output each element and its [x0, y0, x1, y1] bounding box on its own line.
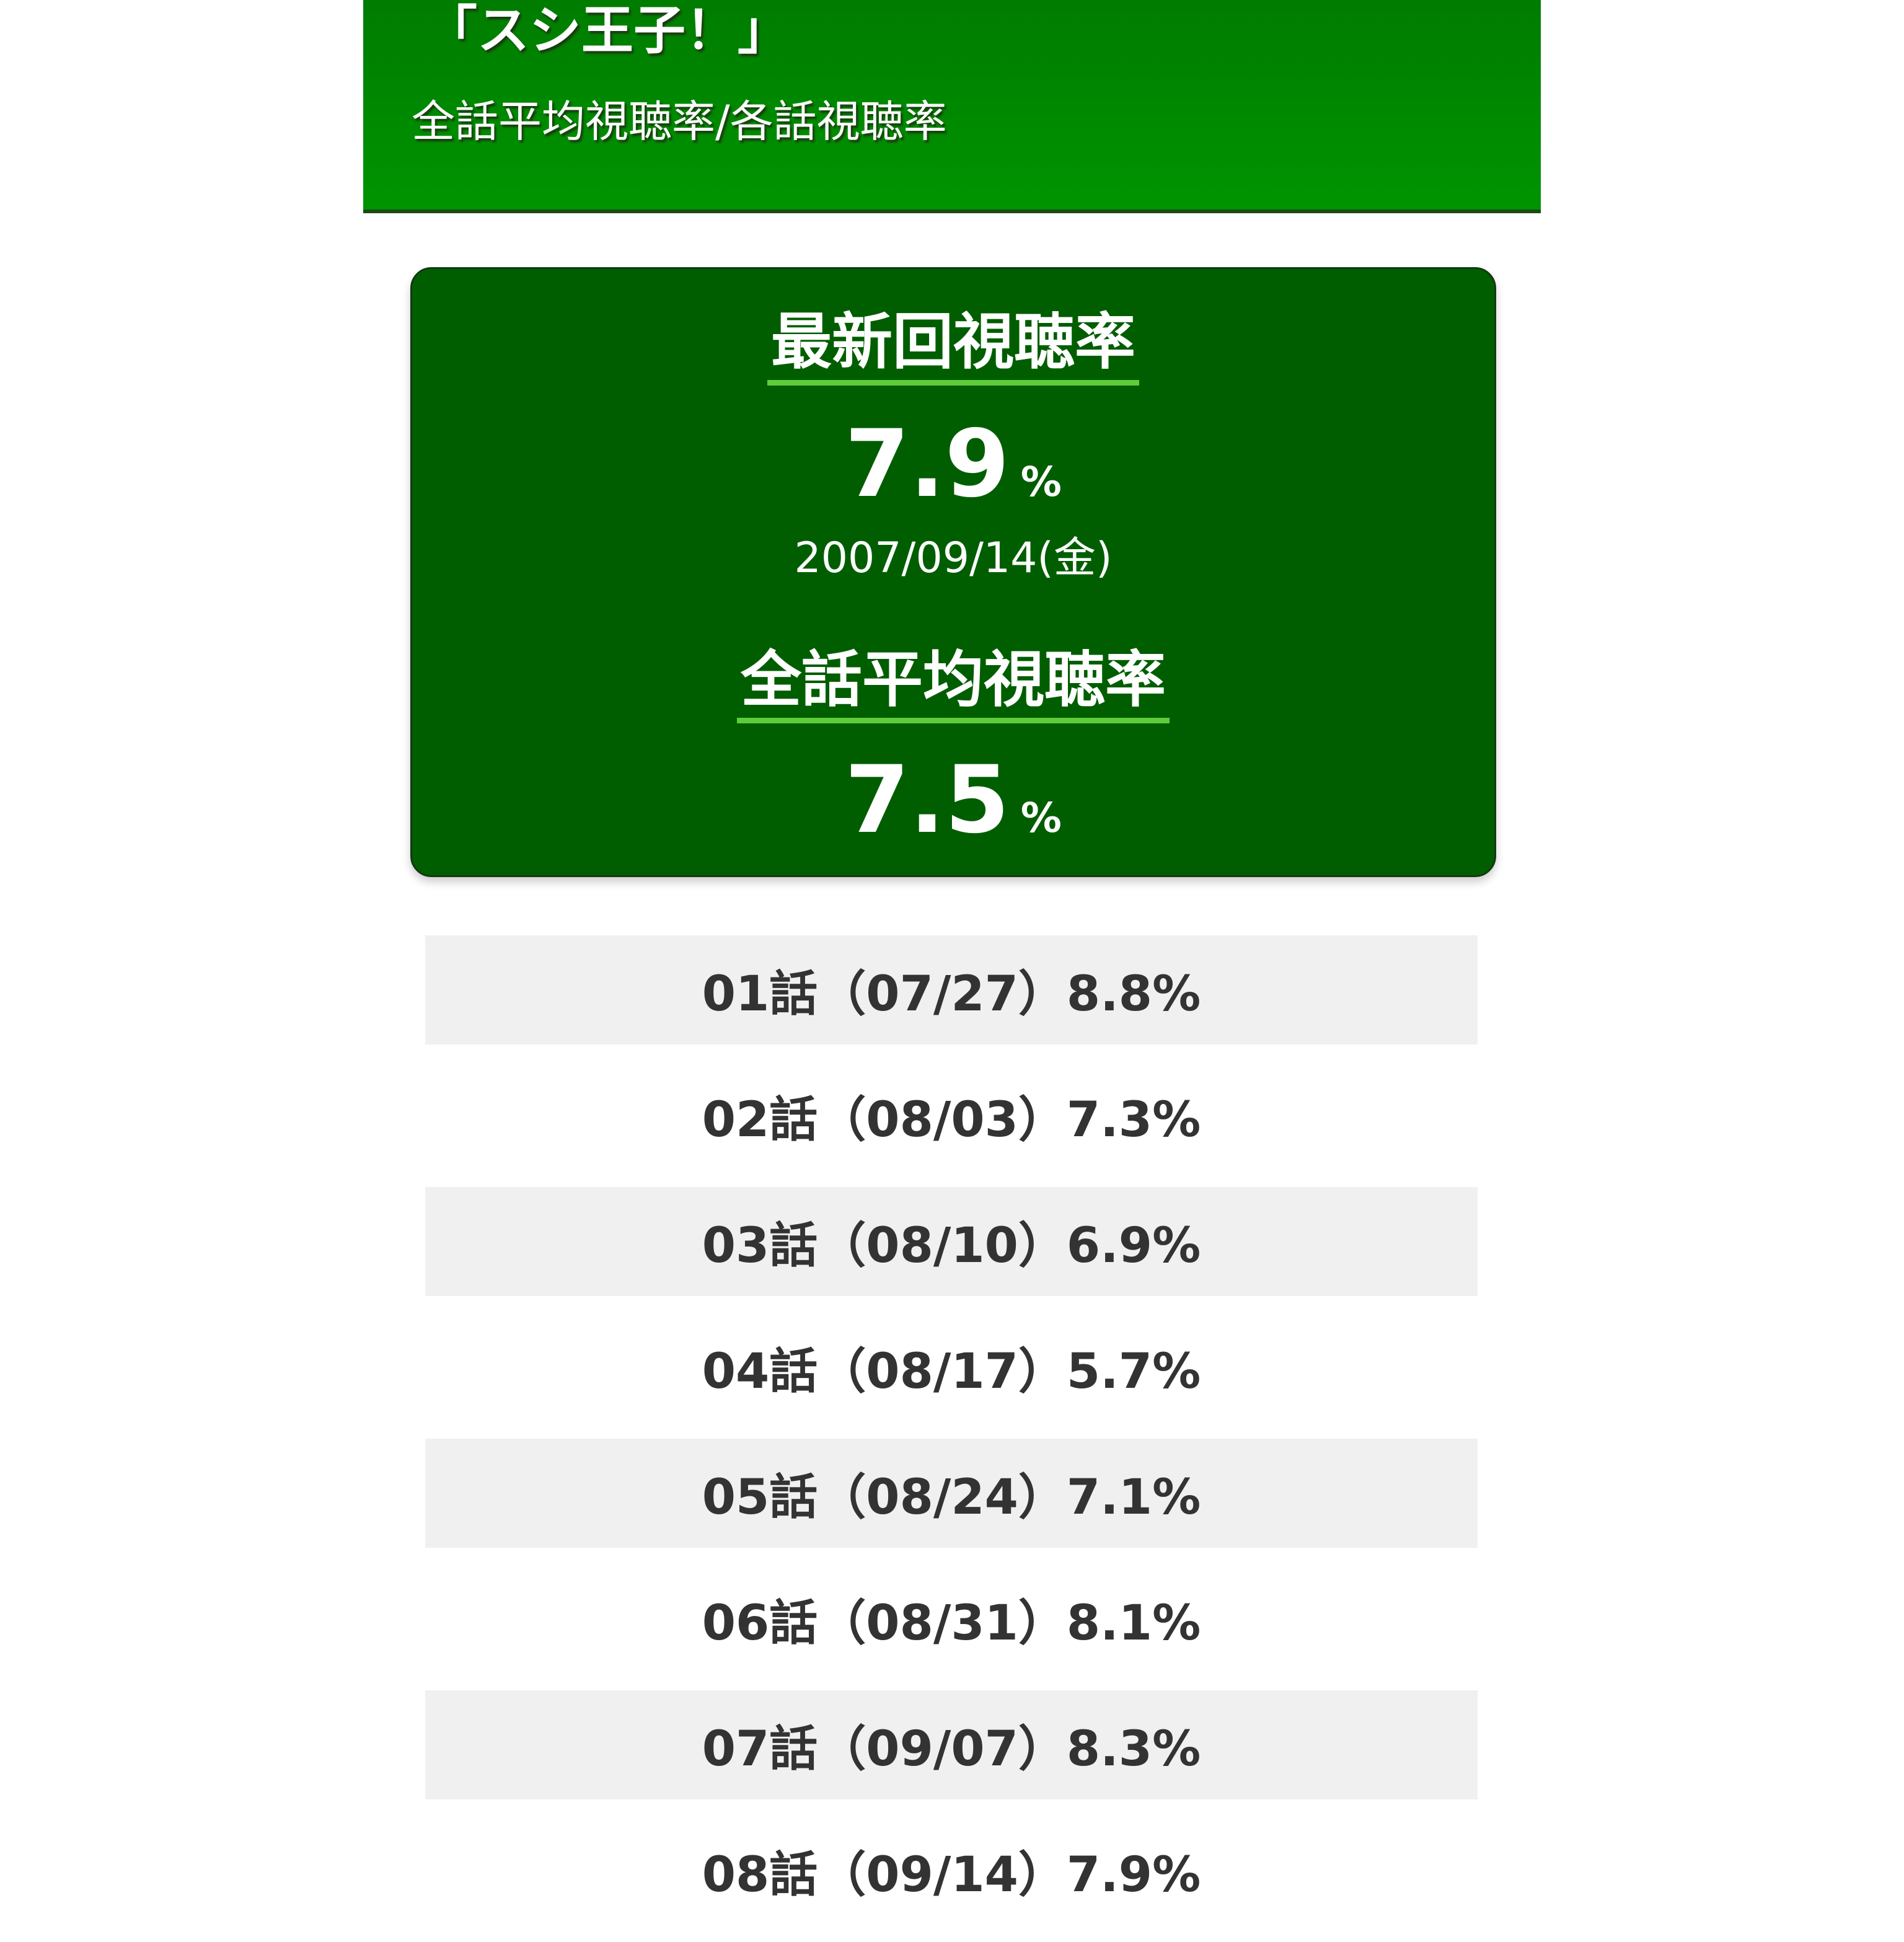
page-header: 「スシ王子！」 全話平均視聴率/各話視聴率	[363, 0, 1541, 213]
episode-row: 04話（08/17）5.7%	[702, 1344, 1201, 1400]
latest-rating-number: 7.9	[845, 410, 1010, 518]
ratings-summary-box: 最新回視聴率 7.9% 2007/09/14(金) 全話平均視聴率 7.5%	[410, 267, 1496, 877]
show-title: 「スシ王子！」	[425, 0, 790, 61]
episode-row: 07話（09/07）8.3%	[425, 1690, 1478, 1799]
episode-row: 01話（07/27）8.8%	[425, 935, 1478, 1044]
average-rating-heading: 全話平均視聴率	[736, 647, 1170, 723]
episode-row: 08話（09/14）7.9%	[702, 1847, 1201, 1903]
latest-rating-unit: %	[1020, 458, 1062, 506]
page-subtitle: 全話平均視聴率/各話視聴率	[412, 96, 947, 147]
average-rating-unit: %	[1020, 794, 1062, 842]
episode-row: 03話（08/10）6.9%	[425, 1187, 1478, 1296]
latest-rating-heading: 最新回視聴率	[767, 309, 1139, 386]
latest-broadcast-date: 2007/09/14(金)	[794, 534, 1113, 583]
episode-row: 06話（08/31）8.1%	[702, 1596, 1201, 1651]
episode-row: 05話（08/24）7.1%	[425, 1439, 1478, 1548]
latest-rating-value: 7.9%	[412, 418, 1494, 511]
average-rating-number: 7.5	[845, 746, 1010, 854]
episode-ratings-list: 01話（07/27）8.8% 02話（08/03）7.3% 03話（08/10）…	[425, 935, 1478, 1942]
average-rating-value: 7.5%	[412, 754, 1494, 847]
episode-row: 02話（08/03）7.3%	[702, 1092, 1201, 1148]
